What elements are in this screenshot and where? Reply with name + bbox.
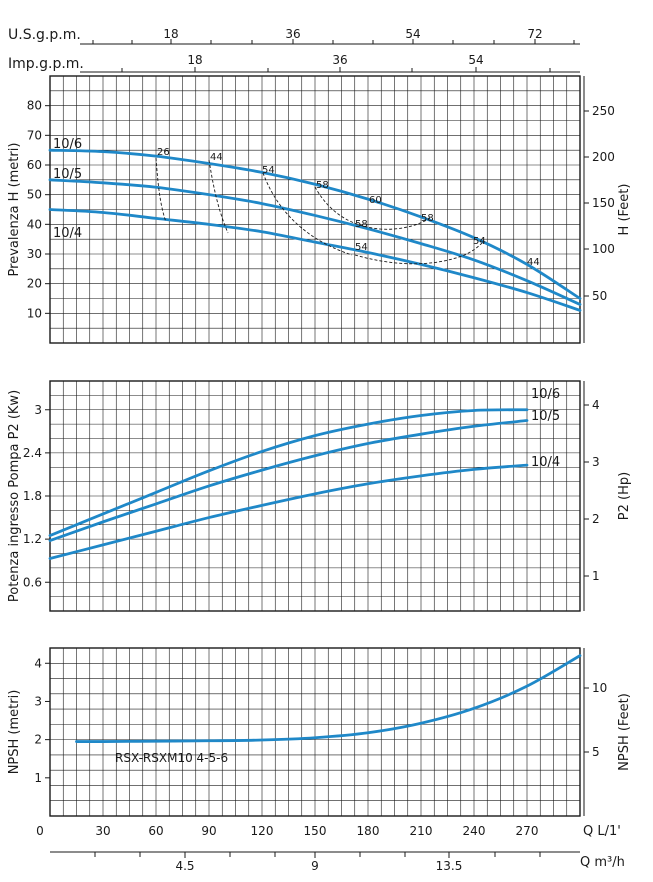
efficiency-label: 44 <box>527 257 540 268</box>
imp-gpm-label: Imp.g.p.m. <box>8 56 84 72</box>
series-label: 10/6 <box>53 137 82 152</box>
y-right-tick-label: 5 <box>592 745 600 759</box>
efficiency-label: 58 <box>355 219 368 230</box>
y-right-tick-label: 1 <box>592 569 600 583</box>
efficiency-label: 26 <box>157 147 170 158</box>
efficiency-iso-line <box>354 241 484 265</box>
imp-gpm-tick-label: 54 <box>468 53 483 67</box>
y-tick-label: 1.8 <box>23 489 42 503</box>
y-tick-label: 1.2 <box>23 532 42 546</box>
y-tick-label: 2 <box>34 733 42 747</box>
y-tick-label: 3 <box>34 403 42 417</box>
panel-2: 0.6 1.2 1.8 2.4 3 Potenza ingresso Pompa P2 (… <box>7 380 632 612</box>
efficiency-label: 54 <box>355 242 368 253</box>
us-gpm-tick-label: 54 <box>405 27 420 41</box>
y-right-tick-label: 250 <box>592 104 615 118</box>
efficiency-label: 60 <box>369 195 382 206</box>
m3h-tick-label: 13.5 <box>436 859 463 873</box>
series-line-10-4 <box>48 208 582 312</box>
x-tick-label: 0 <box>36 824 44 838</box>
efficiency-iso-line <box>262 172 353 256</box>
y-tick-label: 70 <box>27 128 42 142</box>
y-axis-label: Potenza ingresso Pompa P2 (Kw) <box>7 390 22 602</box>
efficiency-iso-line <box>314 186 431 230</box>
y-right-tick-label: 2 <box>592 512 600 526</box>
series-line-10-6 <box>48 148 582 300</box>
y-tick-label: 0.6 <box>23 575 42 589</box>
us-gpm-tick-label: 72 <box>527 27 542 41</box>
m3h-tick-label: 9 <box>311 859 319 873</box>
m3h-tick-label: 4.5 <box>175 859 194 873</box>
efficiency-label: 54 <box>262 165 275 176</box>
y-right-tick-label: 50 <box>592 289 607 303</box>
m3h-axis-label: Q m³/h <box>580 855 625 870</box>
y-axis-right-label: NPSH (Feet) <box>617 693 632 771</box>
y-tick-label: 80 <box>27 99 42 113</box>
panel-3: 1 2 3 4 NPSH (metri) NPSH (Feet) <box>7 647 632 817</box>
x-tick-label: 240 <box>463 824 486 838</box>
series-label: 10/4 <box>53 226 82 241</box>
series-line-npsh <box>75 654 582 743</box>
series-line-10-4 <box>48 463 529 560</box>
y-tick-label: 10 <box>27 306 42 320</box>
y-tick-label: 40 <box>27 217 42 231</box>
y-axis-label: Prevalenza H (metri) <box>7 143 22 277</box>
x-tick-label: 180 <box>357 824 380 838</box>
x-tick-label: 60 <box>148 824 163 838</box>
y-right-tick-label: 10 <box>592 681 607 695</box>
series-line-10-5 <box>48 419 529 542</box>
y-tick-label: 1 <box>34 771 42 785</box>
x-tick-label: 150 <box>304 824 327 838</box>
y-tick-label: 30 <box>27 247 42 261</box>
y-right-tick-label: 4 <box>592 398 600 412</box>
series-label: 10/5 <box>53 167 82 182</box>
efficiency-iso-line <box>208 159 229 234</box>
imp-gpm-tick-label: 18 <box>187 53 202 67</box>
x-tick-label: 120 <box>251 824 274 838</box>
x-tick-label: 270 <box>516 824 539 838</box>
y-axis-right-label: H (Feet) <box>617 184 632 236</box>
efficiency-label: 44 <box>210 152 223 163</box>
y-tick-label: 2.4 <box>23 446 42 460</box>
series-label: 10/4 <box>531 455 560 470</box>
imp-gpm-tick-label: 36 <box>332 53 347 67</box>
x-axis-label: Q L/1' <box>583 824 621 839</box>
y-tick-label: 3 <box>34 694 42 708</box>
y-right-tick-label: 150 <box>592 196 615 210</box>
y-right-tick-label: 100 <box>592 242 615 256</box>
efficiency-iso-line <box>155 157 167 223</box>
y-tick-label: 60 <box>27 158 42 172</box>
y-axis-label: NPSH (metri) <box>7 690 22 775</box>
series-line-10-5 <box>48 178 582 306</box>
series-label: 10/6 <box>531 387 560 402</box>
efficiency-label: 58 <box>421 213 434 224</box>
x-tick-label: 90 <box>201 824 216 838</box>
panel-1: 10 20 30 40 50 60 70 80 Prevalenza H (metri) H (F… <box>7 75 632 344</box>
us-gpm-tick-label: 36 <box>285 27 300 41</box>
plot-frame <box>49 647 581 817</box>
us-gpm-tick-label: 18 <box>163 27 178 41</box>
model-label: RSX-RSXM10 4-5-6 <box>115 751 228 765</box>
y-tick-label: 20 <box>27 277 42 291</box>
efficiency-label: 54 <box>473 236 486 247</box>
series-line-10-6 <box>48 408 529 537</box>
us-gpm-label: U.S.g.p.m. <box>8 27 81 43</box>
y-axis-right-label: P2 (Hp) <box>617 472 632 520</box>
y-right-tick-label: 3 <box>592 455 600 469</box>
y-right-tick-label: 200 <box>592 150 615 164</box>
series-label: 10/5 <box>531 409 560 424</box>
x-tick-label: 210 <box>410 824 433 838</box>
y-tick-label: 50 <box>27 188 42 202</box>
efficiency-label: 58 <box>316 180 329 191</box>
y-tick-label: 4 <box>34 656 42 670</box>
x-tick-label: 30 <box>95 824 110 838</box>
